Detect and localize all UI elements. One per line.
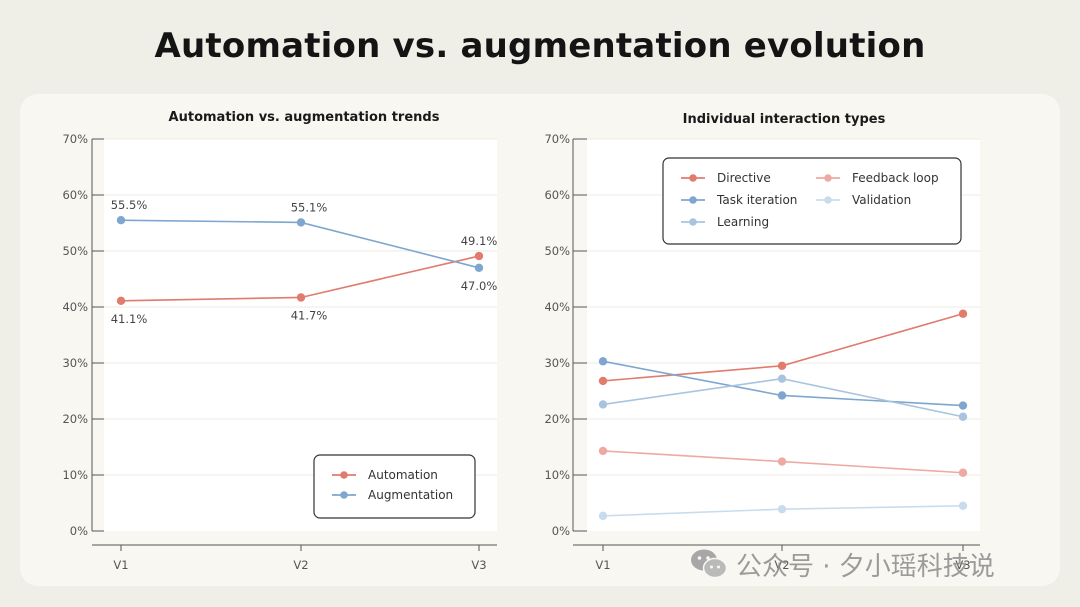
types-data-point — [777, 374, 787, 383]
types-x-tick-label: V3 — [955, 558, 970, 572]
trends-x-tick-label: V1 — [113, 558, 128, 572]
trends-x-tick-label: V3 — [471, 558, 486, 572]
types-data-point — [598, 400, 608, 409]
types-legend-marker — [689, 174, 697, 182]
types-y-tick-label: 40% — [544, 300, 570, 314]
types-chart-title: Individual interaction types — [683, 112, 886, 127]
types-data-point — [958, 468, 968, 477]
types-data-point — [958, 309, 968, 318]
trends-data-point — [116, 296, 126, 306]
types-y-tick-label: 30% — [544, 356, 570, 370]
trends-data-label: 47.0% — [461, 279, 498, 293]
trends-y-tick-label: 30% — [62, 356, 88, 370]
trends-legend — [313, 454, 476, 519]
trends-data-point — [296, 218, 306, 227]
types-x-tick-label: V1 — [595, 558, 610, 572]
trends-y-tick-label: 70% — [62, 132, 88, 146]
types-legend — [662, 157, 962, 245]
trends-y-tick-label: 10% — [62, 468, 88, 482]
types-data-point — [958, 401, 968, 410]
types-data-point — [777, 391, 787, 400]
types-legend-marker — [689, 196, 697, 204]
types-legend-label: Validation — [852, 193, 911, 207]
types-y-tick-label: 0% — [552, 524, 570, 538]
trends-data-label: 55.5% — [111, 198, 148, 212]
trends-y-tick-label: 60% — [62, 188, 88, 202]
types-y-tick-label: 10% — [544, 468, 570, 482]
types-data-point — [598, 357, 608, 366]
types-y-tick-label: 60% — [544, 188, 570, 202]
trends-data-point — [116, 216, 126, 225]
trends-data-point — [474, 251, 484, 261]
watermark: 公众号 · 夕小瑶科技说 — [690, 542, 995, 586]
trends-legend-label: Automation — [368, 468, 438, 482]
trends-y-tick-label: 0% — [70, 524, 88, 538]
trends-legend-marker — [340, 471, 348, 479]
trends-data-point — [474, 263, 484, 272]
types-legend-label: Learning — [717, 215, 769, 229]
trends-data-label: 49.1% — [461, 234, 498, 248]
types-data-point — [598, 511, 608, 521]
types-x-tick-label: V2 — [774, 558, 789, 572]
types-data-point — [777, 504, 787, 514]
trends-x-tick-label: V2 — [293, 558, 308, 572]
types-legend-marker — [689, 218, 697, 226]
types-data-point — [958, 501, 968, 510]
types-legend-label: Directive — [717, 171, 771, 185]
types-legend-marker — [824, 174, 832, 182]
page-title: Automation vs. augmentation evolution — [154, 26, 926, 66]
wechat-icon — [690, 548, 728, 580]
trends-chart-title: Automation vs. augmentation trends — [169, 110, 440, 125]
types-data-point — [598, 446, 608, 456]
trends-data-label: 41.7% — [291, 308, 328, 322]
types-legend-label: Task iteration — [716, 193, 797, 207]
trends-data-label: 55.1% — [291, 200, 328, 214]
types-data-point — [777, 457, 787, 466]
types-y-tick-label: 20% — [544, 412, 570, 426]
trends-y-tick-label: 50% — [62, 244, 88, 258]
trends-y-tick-label: 20% — [62, 412, 88, 426]
types-y-tick-label: 50% — [544, 244, 570, 258]
types-y-tick-label: 70% — [544, 132, 570, 146]
trends-data-point — [296, 293, 306, 302]
trends-legend-marker — [340, 491, 348, 499]
trends-y-tick-label: 40% — [62, 300, 88, 314]
types-data-point — [958, 412, 968, 421]
watermark-text: 公众号 · 夕小瑶科技说 — [736, 551, 995, 582]
types-legend-label: Feedback loop — [852, 171, 939, 185]
types-legend-marker — [824, 196, 832, 204]
trends-data-label: 41.1% — [111, 312, 148, 326]
types-data-point — [598, 376, 608, 386]
types-data-point — [777, 361, 787, 370]
trends-legend-label: Augmentation — [368, 488, 453, 502]
